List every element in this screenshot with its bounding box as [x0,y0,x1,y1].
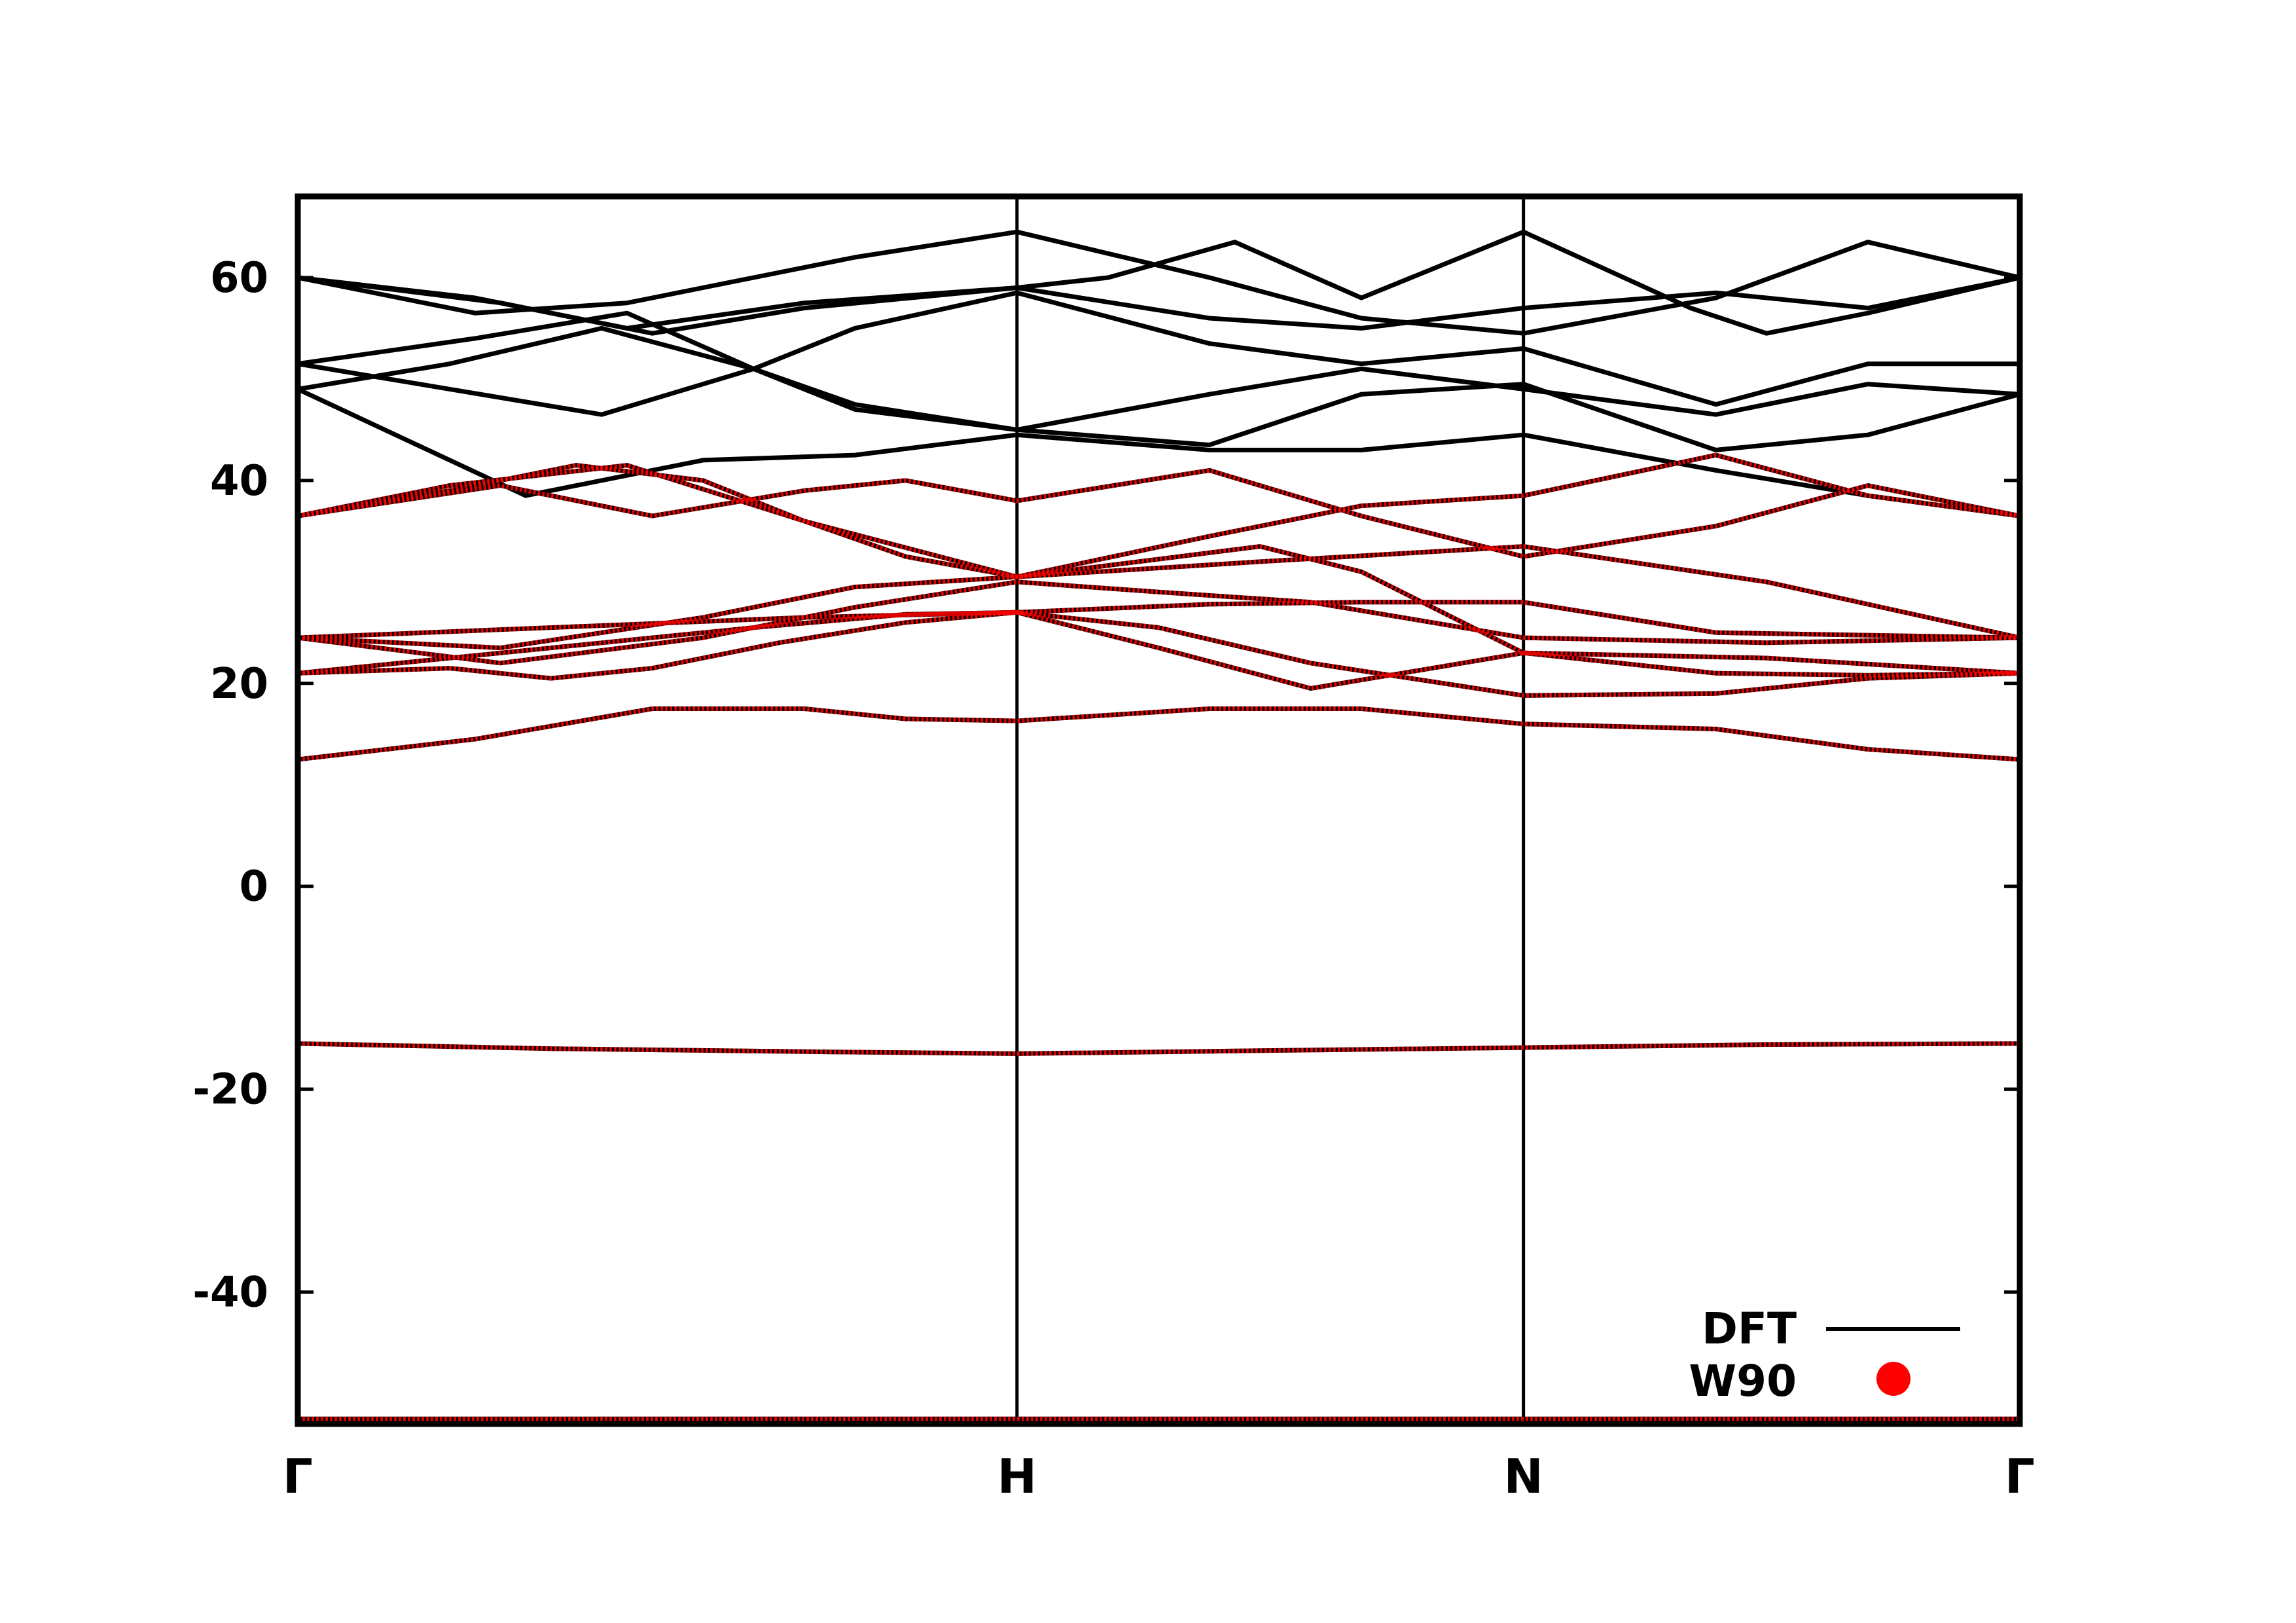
y-tick-label: -40 [192,1269,268,1317]
x-tick-label: H [997,1449,1037,1504]
w90-band-1 [298,1041,2020,1056]
legend-label-dft: DFT [1702,1304,1797,1354]
y-tick-label: 20 [210,660,268,708]
y-tick-label: -20 [192,1066,268,1114]
y-axis: -40 -20 0 20 40 60 [192,254,2020,1317]
x-tick-label: N [1504,1449,1543,1504]
w90-band-4 [298,610,2020,691]
kpoint-divider-lines [1015,196,1526,1424]
legend-label-w90: W90 [1689,1356,1797,1406]
y-tick-label: 60 [210,254,268,302]
w90-band-2 [298,706,2020,762]
w90-band-10 [298,452,2020,579]
dft-band-14 [298,290,2020,407]
w90-band-9 [298,467,2020,559]
x-tick-label: Γ [283,1449,313,1504]
y-tick-label: 0 [239,863,268,911]
dft-band-17 [298,229,2020,336]
dft-band-13 [298,325,2020,432]
dft-band-16 [298,229,2020,336]
legend: DFT W90 [1689,1304,1960,1406]
plot-frame [295,193,2023,1427]
y-tick-label: 40 [210,457,268,505]
w90-band-5 [298,600,2020,640]
x-tick-label: Γ [2005,1449,2035,1504]
w90-band-6 [298,579,2020,666]
w90-series [298,452,2020,1421]
dft-band-11 [298,387,2020,519]
dft-band-12 [298,361,2020,452]
legend-marker-w90 [1876,1362,1910,1396]
